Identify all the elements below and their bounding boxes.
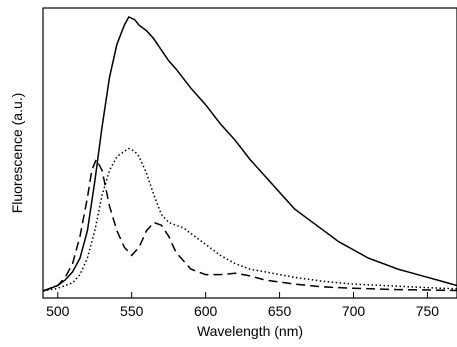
series-line-dotted [42,147,457,292]
x-tick-label-650: 650 [268,303,292,319]
series-layer [42,16,457,292]
x-tick-label-500: 500 [46,303,70,319]
x-tick-label-600: 600 [194,303,218,319]
x-tick-label-750: 750 [416,303,440,319]
plot-frame [42,7,457,299]
x-tick-label-550: 550 [120,303,144,319]
series-line-solid [42,16,457,292]
series-line-dashed [42,157,457,292]
x-tick-label-700: 700 [342,303,366,319]
x-axis-title: Wavelength (nm) [197,323,303,339]
ticks-layer: 500 550 600 650 700 750 [46,292,439,319]
y-axis-title: Fluorescence (a.u.) [9,93,25,214]
